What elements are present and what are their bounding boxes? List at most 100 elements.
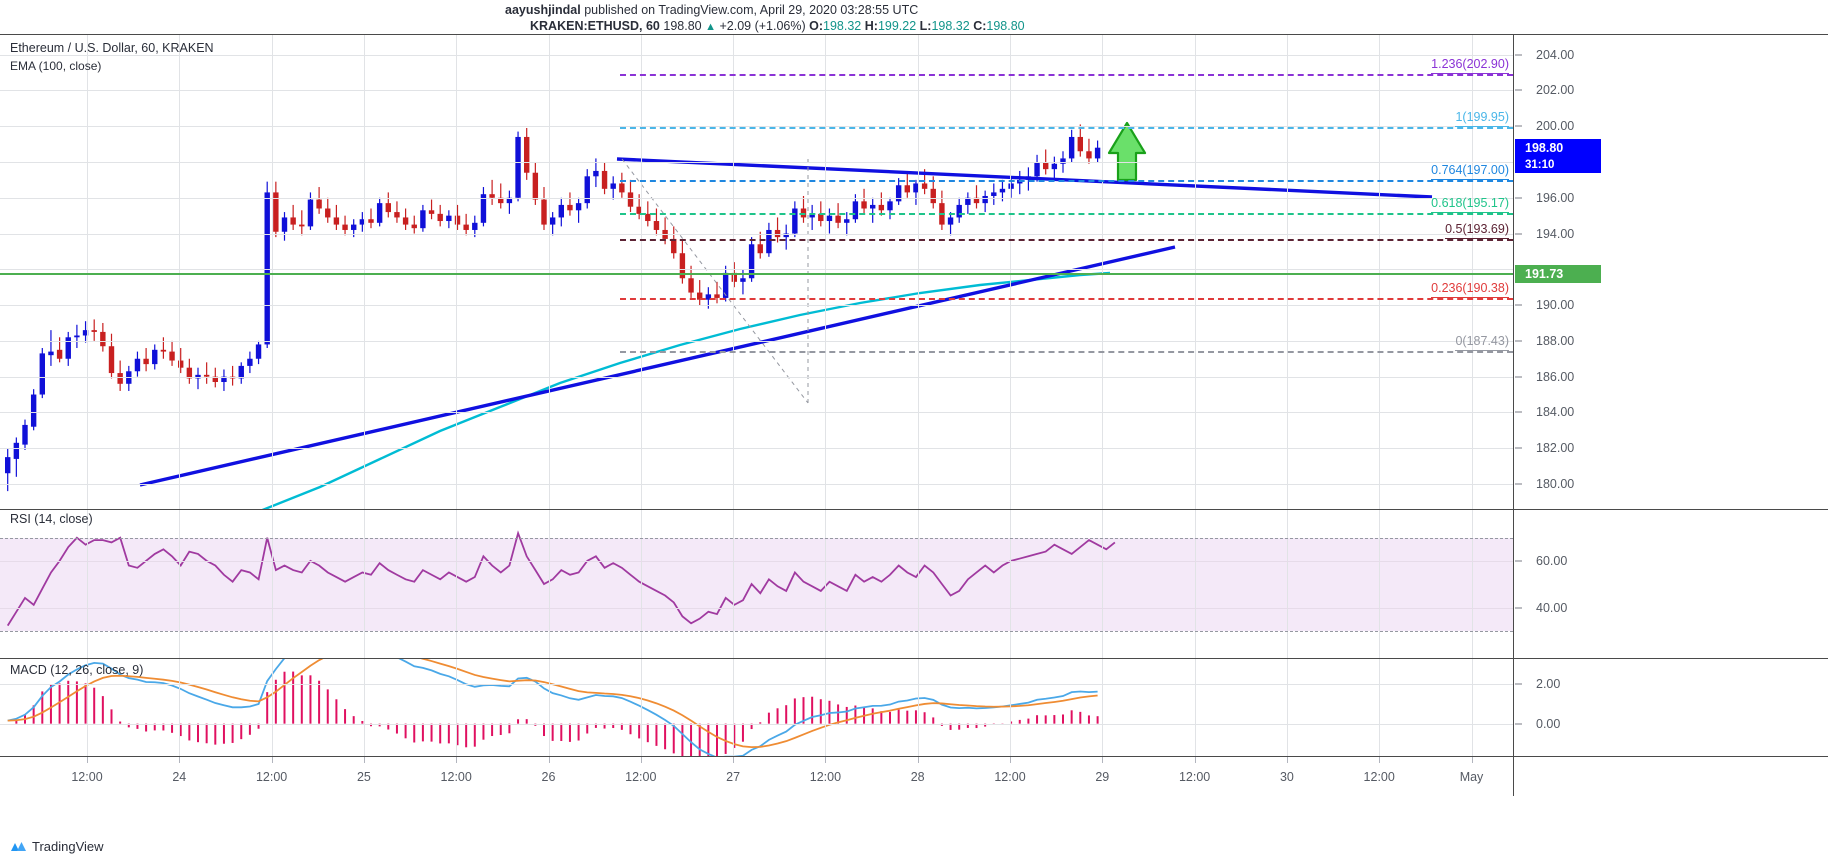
- fib-level-line: [620, 212, 1513, 215]
- author-name: aayushjindal: [505, 3, 581, 17]
- vertical-gridline: [87, 35, 88, 509]
- time-axis-tick: [825, 757, 827, 763]
- vertical-gridline: [87, 659, 88, 756]
- vertical-gridline: [1379, 35, 1381, 509]
- time-axis-corner: [1513, 757, 1828, 796]
- vertical-gridline: [179, 510, 181, 658]
- vertical-gridline: [271, 510, 273, 658]
- rsi-axis-tick: [1515, 607, 1522, 609]
- macd-pane[interactable]: MACD (12, 26, close, 9) 2.00 0.00: [0, 658, 1828, 756]
- horizontal-gridline: [0, 376, 1513, 378]
- symbol-quote-line: KRAKEN:ETHUSD, 60 198.80 ▲ +2.09 (+1.06%…: [505, 18, 1828, 35]
- up-triangle-icon: ▲: [705, 21, 716, 33]
- time-axis-tick: [640, 757, 642, 763]
- rsi-overbought-line: [0, 537, 1513, 539]
- time-axis-label: 26: [541, 770, 556, 784]
- price-axis-label: 188.00: [1536, 333, 1575, 348]
- vertical-gridline: [917, 35, 919, 509]
- vertical-gridline: [825, 35, 827, 509]
- price-axis-tick: [1515, 89, 1522, 91]
- fib-level-label: 0(187.43): [1455, 334, 1509, 352]
- chart-frame: Ethereum / U.S. Dollar, 60, KRAKEN EMA (…: [0, 34, 1828, 834]
- low-label: L:: [919, 19, 932, 33]
- time-axis-tick: [733, 757, 735, 763]
- close-label: C:: [973, 19, 987, 33]
- time-axis-tick: [917, 757, 919, 763]
- time-axis-label: 12:00: [1363, 770, 1395, 784]
- horizontal-gridline: [0, 305, 1513, 307]
- time-axis-labels[interactable]: 12:00 24 12:00 25 12:00 26 12:00 27 12:00 28 12:00…: [0, 757, 1513, 796]
- vertical-gridline: [640, 659, 642, 756]
- time-axis-label: 12:00: [255, 770, 288, 784]
- vertical-gridline: [1471, 35, 1473, 509]
- vertical-gridline: [456, 510, 458, 658]
- price-axis-label: 202.00: [1536, 83, 1575, 98]
- macd-axis-label: 0.00: [1536, 717, 1561, 732]
- vertical-gridline: [1194, 659, 1196, 756]
- bar-countdown-badge: 31:10: [1515, 156, 1601, 173]
- chart-legend-study: EMA (100, close): [10, 59, 102, 73]
- vertical-gridline: [1286, 510, 1288, 658]
- vertical-gridline: [179, 659, 181, 756]
- price-axis-tick: [1515, 197, 1522, 199]
- vertical-gridline: [733, 35, 735, 509]
- time-axis-label: 30: [1279, 770, 1294, 784]
- vertical-gridline: [271, 659, 273, 756]
- vertical-gridline: [363, 659, 365, 756]
- price-axis-tick: [1515, 411, 1522, 413]
- macd-series: [7, 659, 1099, 756]
- horizontal-gridline: [0, 448, 1513, 450]
- open-label: O:: [809, 19, 824, 33]
- vertical-gridline: [1286, 35, 1288, 509]
- time-axis-tick: [1102, 757, 1104, 763]
- price-plot-area[interactable]: Ethereum / U.S. Dollar, 60, KRAKEN EMA (…: [0, 35, 1513, 509]
- vertical-gridline: [1102, 510, 1104, 658]
- horizontal-gridline: [0, 412, 1513, 414]
- tradingview-logo-icon: [11, 842, 26, 851]
- price-axis-tick: [1515, 304, 1522, 306]
- time-axis-label: 28: [910, 770, 925, 784]
- horizontal-gridline: [0, 483, 1513, 485]
- rsi-legend-title: RSI (14, close): [10, 512, 93, 526]
- price-axis-label: 196.00: [1536, 190, 1575, 205]
- vertical-gridline: [917, 510, 919, 658]
- time-axis-label: 12:00: [809, 770, 842, 784]
- price-axis-label: 184.00: [1536, 405, 1575, 420]
- rsi-plot-area[interactable]: RSI (14, close): [0, 510, 1513, 658]
- horizontal-gridline: [0, 126, 1513, 128]
- rsi-pane[interactable]: RSI (14, close) 60.00 40.00: [0, 509, 1828, 658]
- time-axis-label: 24: [172, 770, 187, 784]
- time-axis[interactable]: 12:00 24 12:00 25 12:00 26 12:00 27 12:00 28 12:00…: [0, 756, 1828, 796]
- vertical-gridline: [363, 35, 365, 509]
- price-axis-label: 180.00: [1536, 476, 1575, 491]
- time-axis-tick: [1010, 757, 1011, 763]
- price-pane[interactable]: Ethereum / U.S. Dollar, 60, KRAKEN EMA (…: [0, 35, 1828, 509]
- vertical-gridline: [733, 659, 735, 756]
- current-price-badge: 198.80: [1515, 138, 1601, 157]
- macd-axis-tick: [1515, 683, 1522, 684]
- time-axis-label: 27: [726, 770, 741, 784]
- rsi-overbought-oversold-band: [0, 537, 1513, 632]
- vertical-gridline: [363, 510, 365, 658]
- time-axis-label: 12:00: [994, 770, 1026, 784]
- time-axis-tick: [1471, 757, 1473, 763]
- vertical-gridline: [87, 510, 88, 658]
- fib-level-label: 1.236(202.90): [1431, 57, 1509, 75]
- time-axis-label: May: [1459, 770, 1484, 784]
- vertical-gridline: [640, 35, 642, 509]
- horizontal-gridline: [0, 90, 1513, 92]
- high-label: H:: [864, 19, 878, 33]
- fib-level-label: 0.236(190.38): [1431, 281, 1509, 299]
- vertical-gridline: [179, 35, 181, 509]
- price-axis-label: 182.00: [1536, 441, 1575, 456]
- price-axis-label: 194.00: [1536, 226, 1575, 241]
- macd-axis-tick: [1515, 723, 1522, 725]
- fib-level-label: 0.5(193.69): [1445, 222, 1509, 240]
- price-axis[interactable]: 204.00 202.00 200.00 196.00 194.00 190.00 188.…: [1513, 35, 1828, 509]
- vertical-gridline: [825, 510, 827, 658]
- low-value: 198.32: [931, 19, 970, 33]
- macd-plot-area[interactable]: MACD (12, 26, close, 9): [0, 659, 1513, 756]
- fib-level-label: 0.618(195.17): [1431, 196, 1509, 213]
- horizontal-gridline: [0, 197, 1513, 199]
